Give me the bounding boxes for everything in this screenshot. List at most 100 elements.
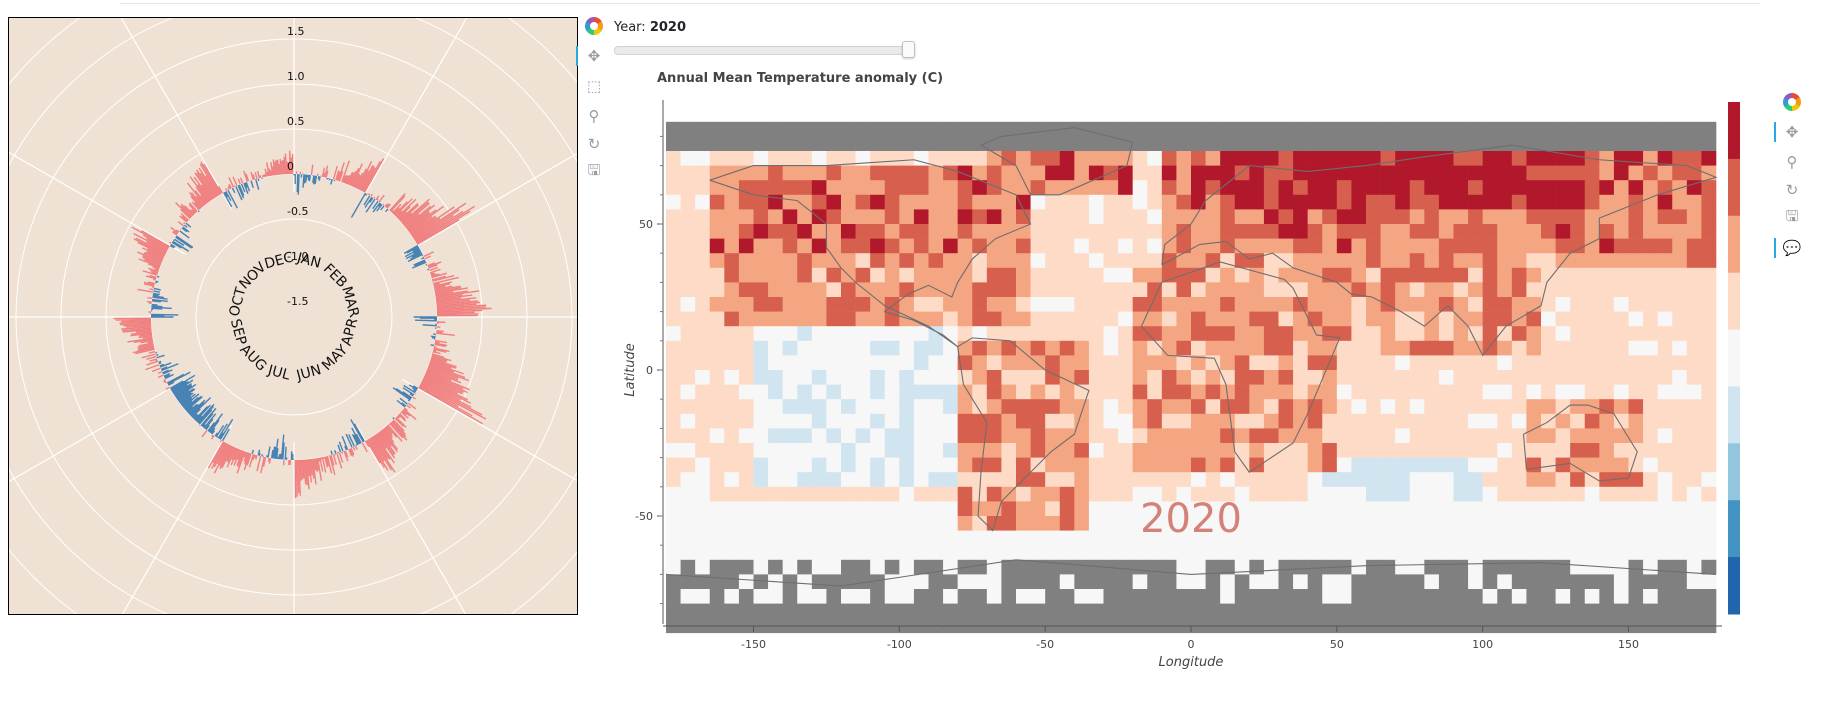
bokeh-logo[interactable] [1780, 90, 1804, 114]
hover-icon[interactable]: 💬 [1774, 236, 1804, 260]
map-cell [1132, 238, 1148, 254]
polar-bar [207, 422, 216, 432]
map-cell [972, 603, 988, 619]
map-cell [1074, 486, 1090, 502]
map-cell [1351, 121, 1367, 137]
map-cell [1366, 443, 1381, 458]
map-cell [943, 136, 958, 152]
map-cell [1088, 370, 1104, 385]
map-cell [1584, 428, 1600, 444]
map-cell [738, 530, 754, 546]
polar-bar [423, 375, 463, 395]
map-cell [913, 209, 929, 225]
map-cell [1366, 121, 1381, 137]
map-cell [695, 501, 711, 517]
polar-bar [205, 175, 219, 197]
reset-icon[interactable]: ↻ [587, 135, 601, 153]
pan-icon[interactable]: ✥ [1774, 120, 1804, 144]
map-cell [943, 472, 958, 488]
map-cell [1657, 574, 1673, 590]
map-cell [1088, 472, 1104, 488]
map-cell [1628, 589, 1644, 604]
map-cell [782, 326, 798, 342]
map-cell [1424, 151, 1440, 166]
map-cell [1453, 443, 1469, 458]
map-cell [870, 472, 886, 488]
year-slider-track[interactable] [614, 46, 914, 55]
map-cell [1074, 530, 1090, 546]
map-cell [1322, 399, 1338, 415]
map-title: Annual Mean Temperature anomaly (C) [657, 71, 943, 86]
map-cell [841, 282, 856, 298]
map-cell [1161, 472, 1177, 488]
map-cell [1643, 282, 1658, 298]
polar-bar [148, 350, 156, 354]
polar-month-label: JUL [265, 362, 292, 384]
map-cell [782, 238, 798, 254]
map-cell [1497, 501, 1513, 517]
map-cell [811, 151, 827, 166]
map-cell [884, 530, 900, 546]
map-cell [1584, 355, 1600, 371]
map-cell [1613, 574, 1629, 590]
polar-bar [375, 433, 387, 449]
year-slider-handle[interactable] [902, 41, 915, 58]
map-cell [913, 516, 929, 531]
map-cell [884, 282, 900, 298]
map-cell [1088, 413, 1104, 429]
polar-bar [315, 458, 320, 471]
wheel-zoom-icon[interactable]: ⚲ [1786, 153, 1798, 171]
map-cell [972, 559, 988, 575]
map-cell [1088, 311, 1104, 327]
map-cell [1147, 165, 1163, 181]
map-cell [1438, 267, 1454, 283]
map-cell [1161, 209, 1177, 225]
map-cell [1278, 165, 1294, 181]
box-zoom-icon[interactable]: ⬚ [586, 77, 602, 95]
save-icon[interactable]: 🖫 [587, 160, 601, 179]
map-cell [1161, 326, 1177, 342]
map-cell [1191, 282, 1206, 298]
map-cell [1395, 530, 1411, 546]
map-cell [899, 443, 915, 458]
map-cell [1293, 238, 1308, 254]
map-cell [1030, 194, 1046, 210]
map-cell [782, 530, 798, 546]
map-y-axis-label: Latitude [623, 343, 638, 397]
wheel-zoom-icon[interactable]: ⚲ [588, 107, 600, 125]
map-cell [1482, 355, 1498, 371]
map-cell [724, 355, 740, 371]
map-cell [1059, 457, 1075, 473]
map-cell [1030, 413, 1046, 429]
year-slider[interactable] [614, 41, 915, 58]
map-cell [1234, 486, 1250, 502]
bokeh-logo[interactable] [582, 14, 606, 38]
map-cell [1657, 151, 1673, 166]
map-cell [1599, 545, 1615, 561]
map-cell [870, 297, 886, 312]
map-cell [1176, 340, 1192, 356]
map-cell [1278, 399, 1294, 415]
map-cell [1613, 370, 1629, 385]
polar-bar [263, 174, 265, 178]
map-cell [1526, 413, 1542, 429]
map-cell [870, 545, 886, 561]
polar-bar [197, 405, 214, 424]
polar-bar [385, 203, 390, 208]
polar-bar [401, 402, 407, 407]
polar-chart-panel[interactable]: 1.5 1.0 0.5 0 -0.5 -1.0 -1.5 JAN FEB MAR APR MAY JUN… [8, 17, 578, 615]
save-icon[interactable]: 🖫 [1785, 206, 1799, 225]
map-cell [1424, 574, 1440, 590]
polar-bar [431, 354, 452, 362]
reset-icon[interactable]: ↻ [1785, 181, 1799, 199]
map-cell [1059, 370, 1075, 385]
polar-bar [147, 341, 154, 344]
map-cell [811, 121, 827, 137]
map-cell [1045, 589, 1061, 604]
polar-bar [413, 385, 419, 390]
map-cell [1147, 282, 1163, 298]
map-cell [1103, 603, 1119, 619]
pan-icon[interactable]: ✥ [576, 44, 606, 68]
map-cell [1205, 121, 1221, 137]
map-cell [1672, 501, 1688, 517]
